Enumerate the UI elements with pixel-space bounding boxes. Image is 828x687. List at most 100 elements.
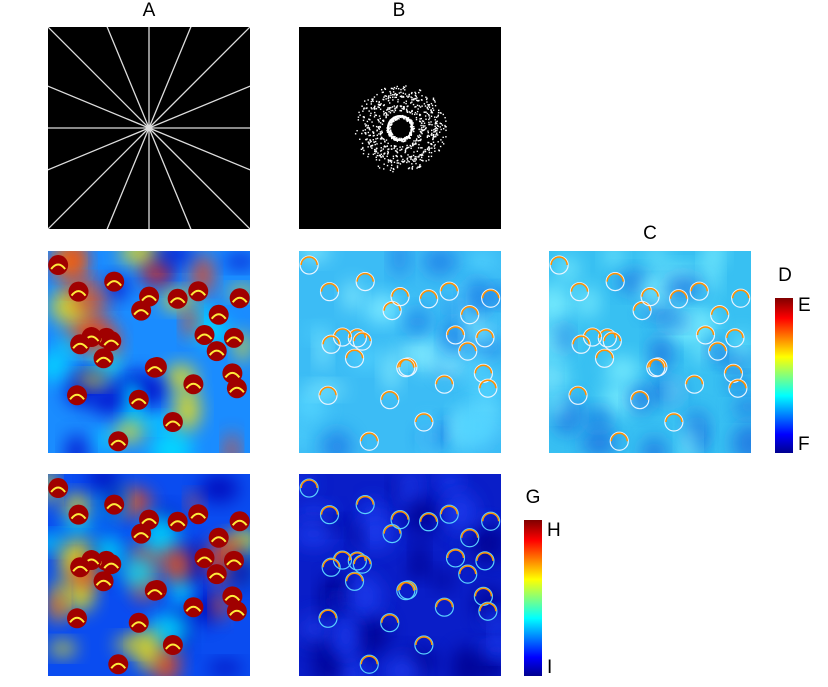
dot [416,97,418,99]
dot [393,111,395,113]
particle-edge [322,335,340,345]
dot [369,118,371,121]
dot [418,113,421,116]
particle [731,288,751,308]
dot [377,126,379,128]
colorbar-min: I [547,657,552,678]
ray [148,27,250,129]
dot [408,93,411,96]
dot [442,128,445,130]
particle [380,613,400,633]
dot [430,143,432,145]
dot [414,157,416,160]
dot [358,111,360,114]
particle-edge [224,371,241,379]
dot [433,147,436,149]
dot [389,127,392,129]
dot [418,120,421,122]
particle [352,554,372,574]
dot [378,128,381,130]
particle [481,288,501,308]
blob [581,427,617,453]
dot [381,123,384,125]
dot [404,151,406,154]
blob [556,257,580,282]
particle-edge [190,512,207,519]
blob [585,407,610,430]
dot [418,89,421,91]
dot [392,99,394,101]
dot [388,127,391,130]
ray [148,85,250,129]
dot [375,138,377,140]
dot [406,111,409,113]
dot [372,131,375,134]
colorbar [775,298,793,453]
dot [410,134,412,137]
blob [434,570,454,590]
particle [319,282,340,302]
dot [421,120,424,122]
dot [389,108,391,110]
dot [376,130,378,132]
particle-edge [572,335,590,345]
dot [442,136,444,139]
dot [427,113,430,116]
particle-edge [419,513,438,522]
dot [434,121,437,124]
dot [389,159,392,161]
dot [420,131,422,134]
dot [393,86,396,89]
dot [380,132,383,134]
dot [373,107,375,110]
dot [409,144,411,147]
blob [406,309,429,335]
dot [396,140,399,142]
dot [436,128,439,130]
blob [345,574,383,619]
dot [413,130,415,133]
dot [372,132,375,135]
particle-edge [724,364,743,374]
dot [407,146,409,149]
dot [413,160,415,162]
dot [393,147,395,150]
dot [360,148,363,151]
particle-edge [729,379,747,389]
dot [414,143,416,145]
dot [437,111,440,114]
dot [391,132,393,135]
colorbar-max: H [547,520,561,541]
dot [427,108,429,110]
dot [387,107,389,109]
particle [396,358,416,378]
dot [429,147,431,150]
particle-edge [322,558,340,568]
dot [386,155,388,158]
maps [48,251,751,676]
dot [385,114,387,117]
dot [412,144,415,146]
dot [405,102,407,105]
heatmap [549,251,751,453]
particle-edge [208,572,225,579]
blob [183,306,197,338]
dot [407,160,409,162]
dot [406,158,408,160]
dot [440,139,442,141]
blob [655,315,692,329]
particle-edge [647,358,665,368]
dot [423,103,426,105]
dot [435,116,438,119]
dot [374,114,376,116]
dot [420,156,423,159]
dot [400,110,403,112]
particle [434,374,455,394]
dot [424,115,427,117]
particle-edge [130,621,147,628]
blob [421,416,434,453]
dot [432,137,434,139]
blob [61,251,86,277]
dot [386,153,389,155]
dot [372,135,375,137]
